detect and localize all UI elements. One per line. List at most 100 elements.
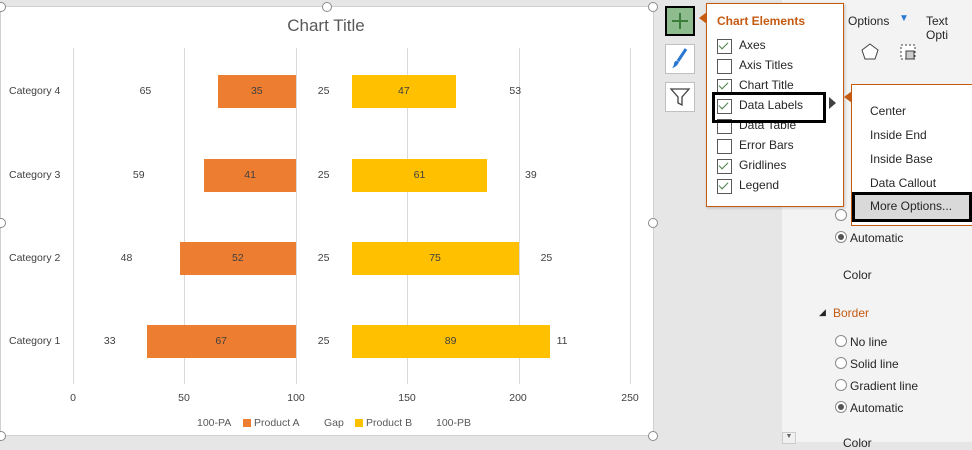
data-label[interactable]: 89: [444, 335, 457, 347]
data-label[interactable]: 59: [132, 169, 145, 181]
resize-handle[interactable]: [648, 431, 658, 441]
option-solid-line: Solid line: [850, 357, 899, 371]
data-label[interactable]: 75: [429, 252, 441, 264]
bar-product-a[interactable]: [204, 159, 296, 192]
flyout-item-label: Error Bars: [739, 138, 794, 152]
x-tick-label: 50: [178, 392, 190, 404]
data-label[interactable]: 35: [250, 85, 263, 97]
checkbox[interactable]: [717, 179, 732, 194]
resize-handle[interactable]: [0, 2, 6, 12]
legend-entry: Gap: [324, 417, 344, 429]
tab-text-options[interactable]: Text Opti: [926, 14, 949, 42]
border-section-header[interactable]: Border: [833, 306, 870, 320]
collapse-triangle-icon[interactable]: ◢: [819, 307, 826, 317]
filter-icon: [669, 88, 691, 107]
radio-automatic-border[interactable]: [835, 401, 847, 413]
flyout-item-label: Data Labels: [739, 98, 804, 112]
option-automatic: Automatic: [850, 231, 904, 245]
legend-entry: 100-PA: [197, 417, 232, 429]
submenu-arrow-icon[interactable]: [829, 97, 836, 109]
category-label: Category 2: [9, 252, 61, 264]
resize-handle[interactable]: [648, 218, 658, 228]
data-label[interactable]: 67: [215, 335, 227, 347]
data-label[interactable]: 25: [317, 169, 330, 181]
flyout-item-label: Axes: [739, 38, 766, 52]
bar-product-a[interactable]: [217, 75, 296, 108]
legend-entry: Product B: [366, 417, 413, 429]
bar-product-b[interactable]: [351, 159, 488, 192]
chart-styles-button[interactable]: [665, 44, 695, 74]
submenu-item-inside-end[interactable]: Inside End: [870, 128, 927, 142]
submenu-item-data-callout[interactable]: Data Callout: [870, 176, 937, 190]
data-label[interactable]: 25: [317, 335, 330, 347]
radio-no-line[interactable]: [835, 335, 847, 347]
radio-gradient-line[interactable]: [835, 379, 847, 391]
data-label[interactable]: 25: [317, 252, 330, 264]
pentagon-icon[interactable]: [860, 42, 880, 65]
data-label[interactable]: 65: [139, 85, 152, 97]
data-label[interactable]: 25: [317, 85, 330, 97]
radio-option[interactable]: [835, 209, 847, 221]
bar-product-b[interactable]: [351, 75, 457, 108]
flyout-item-label: Gridlines: [739, 158, 787, 172]
checkbox[interactable]: [717, 159, 732, 174]
gridline: [630, 48, 631, 384]
option-gradient-line: Gradient line: [850, 379, 919, 393]
resize-handle[interactable]: [322, 2, 332, 12]
resize-handle[interactable]: [648, 2, 658, 12]
tab-options[interactable]: Options: [848, 14, 890, 28]
data-label[interactable]: 25: [540, 252, 553, 264]
data-label[interactable]: 48: [120, 252, 133, 264]
checkbox[interactable]: [717, 139, 732, 154]
gridline: [73, 48, 74, 384]
chart-area[interactable]: [0, 6, 654, 436]
submenu-item-center[interactable]: Center: [870, 104, 907, 118]
checkbox[interactable]: [717, 59, 732, 74]
chart-title[interactable]: Chart Title: [287, 16, 365, 35]
data-label[interactable]: 61: [413, 169, 426, 181]
brush-icon: [672, 48, 688, 68]
x-tick-label: 0: [70, 392, 76, 404]
resize-handle[interactable]: [0, 218, 6, 228]
bar-product-a[interactable]: [179, 242, 296, 275]
data-label[interactable]: 47: [398, 85, 410, 97]
data-label[interactable]: 11: [556, 335, 568, 347]
gridline: [519, 48, 520, 384]
x-tick-label: 200: [509, 392, 527, 404]
chart-elements-button[interactable]: [665, 6, 695, 36]
submenu-item-more-options[interactable]: More Options...: [870, 199, 953, 213]
checkbox[interactable]: [717, 99, 732, 114]
chart-filters-button[interactable]: [665, 82, 695, 112]
submenu-item-inside-base[interactable]: Inside Base: [870, 152, 933, 166]
chart-elements-flyout: Chart Elements Axes Axis Titles Chart Titl…: [699, 3, 844, 207]
radio-solid-line[interactable]: [835, 357, 847, 369]
checkbox[interactable]: [717, 39, 732, 54]
legend-swatch: [355, 419, 363, 427]
category-label: Category 3: [9, 169, 61, 181]
bar-product-a[interactable]: [146, 325, 296, 358]
x-tick-label: 100: [287, 392, 305, 404]
chevron-down-icon[interactable]: ▼: [899, 13, 909, 24]
x-tick-label: 250: [621, 392, 639, 404]
data-labels-submenu: Center Inside End Inside Base Data Callo…: [844, 84, 972, 226]
data-label[interactable]: 39: [525, 169, 537, 181]
color-label: Color: [843, 268, 872, 282]
data-label[interactable]: 52: [232, 252, 244, 264]
size-properties-icon[interactable]: [898, 42, 918, 65]
data-label[interactable]: 33: [103, 335, 116, 347]
legend-entry: 100-PB: [436, 417, 472, 429]
data-labels-highlight: [712, 92, 826, 123]
gridline: [184, 48, 185, 384]
radio-automatic[interactable]: [835, 231, 847, 243]
bar-product-b[interactable]: [351, 242, 519, 275]
data-label[interactable]: 53: [509, 85, 522, 97]
plus-icon: [672, 13, 688, 29]
flyout-item-label: Legend: [739, 178, 780, 192]
bar-product-b[interactable]: [351, 325, 550, 358]
scroll-down-icon[interactable]: ▼: [782, 432, 796, 444]
flyout-item-label: Axis Titles: [739, 58, 794, 72]
flyout-pointer: [699, 12, 707, 24]
data-label[interactable]: 41: [244, 169, 256, 181]
resize-handle[interactable]: [0, 431, 6, 441]
gridline: [296, 48, 297, 384]
